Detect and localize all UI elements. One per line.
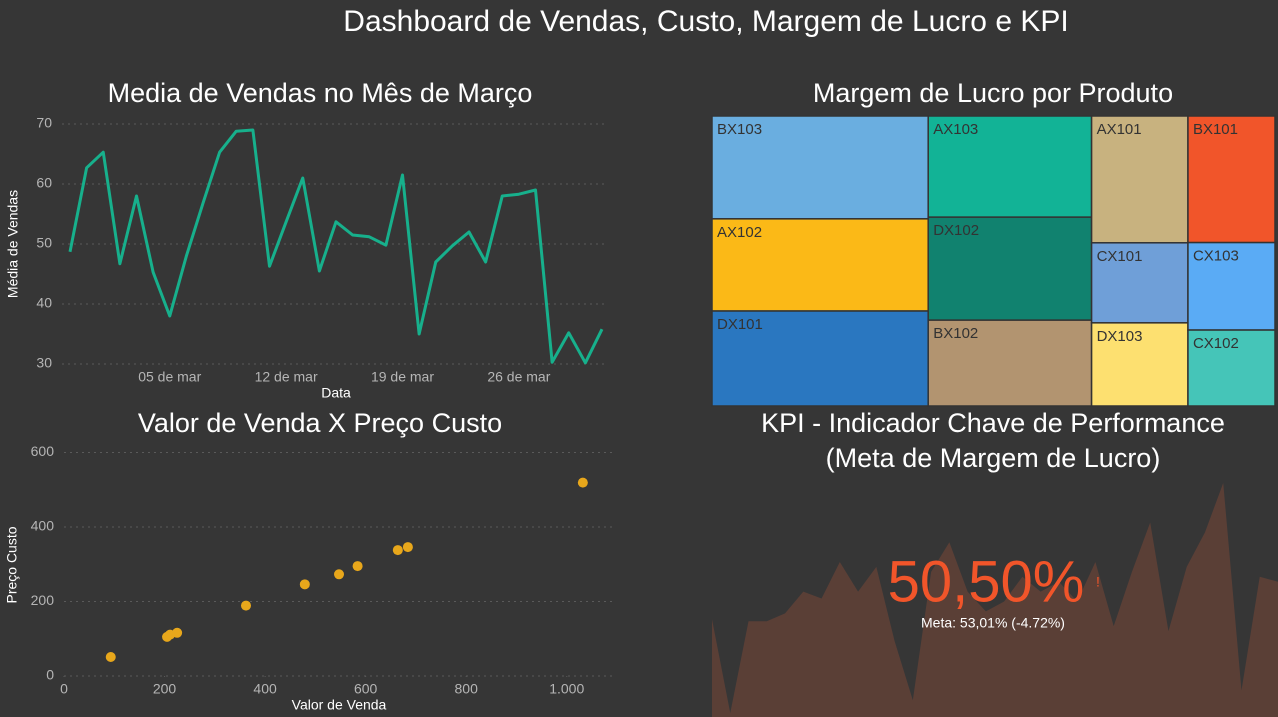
line-series (68, 128, 604, 365)
x-tick-label: 05 de mar (138, 369, 201, 385)
scatter-point (402, 542, 413, 553)
dashboard-title: Dashboard de Vendas, Custo, Margem de Lu… (343, 5, 1068, 38)
tile-label: CX102 (1193, 335, 1239, 352)
treemap-tile (711, 218, 929, 312)
treemap-tile (711, 310, 929, 407)
y-tick-label: 0 (46, 667, 54, 683)
scatter-point (577, 477, 588, 488)
tile-label: BX102 (933, 325, 978, 342)
y-tick-label: 30 (36, 355, 52, 371)
tile-label: AX103 (933, 121, 978, 138)
y-tick-label: 400 (31, 518, 55, 534)
scatter-point (172, 627, 183, 638)
chart-title: Margem de Lucro por Produto (813, 78, 1173, 108)
x-tick-label: 1.000 (549, 681, 584, 697)
y-tick-label: 600 (31, 443, 55, 459)
treemap-tile (1187, 329, 1276, 407)
chart-title: Media de Vendas no Mês de Março (108, 78, 533, 108)
treemap-tile (1090, 115, 1189, 244)
x-tick-label: 600 (354, 681, 378, 697)
scatter-point (240, 600, 251, 611)
y-tick-label: 200 (31, 592, 55, 608)
kpi-value: 50,50% (888, 549, 1085, 614)
x-tick-label: 12 de mar (255, 369, 318, 385)
tile-label: DX102 (933, 222, 979, 239)
y-axis-label: Preço Custo (4, 526, 20, 603)
tile-label: DX101 (717, 316, 763, 333)
tile-label: AX102 (717, 224, 762, 241)
treemap-tile (1090, 322, 1189, 407)
scatter-point (352, 561, 363, 572)
treemap-tile (1187, 241, 1276, 331)
scatter-point (105, 651, 116, 662)
tile-label: BX101 (1193, 121, 1238, 138)
x-tick-label: 800 (455, 681, 479, 697)
trend-area (712, 482, 1278, 717)
tile-label: CX103 (1193, 248, 1239, 265)
y-tick-label: 50 (36, 235, 52, 251)
y-tick-label: 70 (36, 115, 52, 131)
x-tick-label: 19 de mar (371, 369, 434, 385)
y-tick-label: 60 (36, 175, 52, 191)
kpi-goal: Meta: 53,01% (-4.72%) (921, 615, 1065, 631)
y-tick-label: 40 (36, 295, 52, 311)
treemap-tile (927, 216, 1093, 321)
treemap-tile (1187, 115, 1276, 244)
chart-title: Valor de Venda X Preço Custo (138, 408, 502, 438)
x-tick-label: 200 (153, 681, 177, 697)
x-tick-label: 0 (60, 681, 68, 697)
chart-title: KPI - Indicador Chave de Performance (761, 408, 1225, 438)
treemap-tile (927, 115, 1093, 218)
scatter-point (392, 545, 403, 556)
x-tick-label: 400 (253, 681, 277, 697)
tile-label: BX103 (717, 121, 762, 138)
tile-label: CX101 (1097, 248, 1143, 265)
x-axis-label: Valor de Venda (292, 697, 387, 713)
scatter-point (334, 569, 345, 580)
scatter-point (299, 579, 310, 590)
x-axis-label: Data (321, 385, 351, 401)
tile-label: DX103 (1097, 328, 1143, 345)
x-tick-label: 26 de mar (487, 369, 550, 385)
y-axis-label: Média de Vendas (5, 190, 21, 298)
treemap-tile (711, 115, 929, 220)
kpi-indicator: ! (1096, 574, 1100, 590)
chart-title: (Meta de Margem de Lucro) (826, 443, 1161, 473)
tile-label: AX101 (1097, 121, 1142, 138)
